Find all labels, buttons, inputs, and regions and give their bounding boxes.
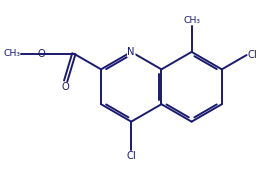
Text: O: O bbox=[37, 49, 45, 59]
Text: Cl: Cl bbox=[126, 151, 136, 161]
Text: O: O bbox=[62, 82, 69, 92]
Text: Cl: Cl bbox=[248, 50, 257, 60]
Text: N: N bbox=[127, 47, 135, 57]
Text: CH₃: CH₃ bbox=[183, 16, 200, 25]
Text: CH₃: CH₃ bbox=[3, 49, 20, 58]
